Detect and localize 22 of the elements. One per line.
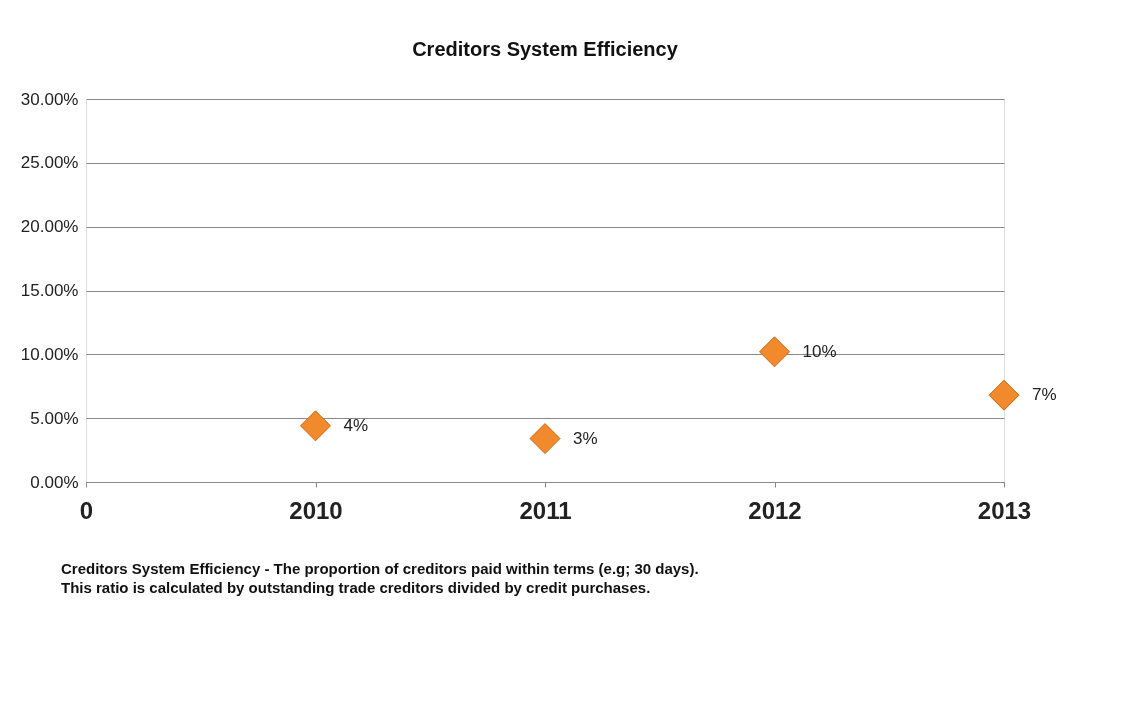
y-tick-label: 30.00% [20, 89, 79, 109]
point [759, 336, 790, 368]
point [988, 379, 1020, 411]
y-tick-label: 10.00% [20, 344, 79, 364]
y-tick-label: 25.00% [20, 153, 79, 173]
point [300, 410, 331, 442]
data-label: 4% [343, 415, 369, 435]
x-tick-label: 0 [79, 496, 94, 524]
point [529, 423, 561, 455]
text: Creditors System Efficiency - The proportion of creditors paid within terms (e.g; 30 days). This ratio is calculated by outstanding trade creditors divided by credit purchases. [61, 560, 699, 596]
y-tick-label: 0.00% [30, 472, 79, 492]
y-tick-label: 5.00% [30, 408, 79, 428]
y-tick-label: 20.00% [20, 217, 79, 237]
chart-title: Creditors System Efficiency [412, 38, 679, 60]
data-label: 10% [802, 341, 837, 361]
y-tick-label: 15.00% [20, 281, 79, 300]
data-label: 7% [1032, 385, 1057, 405]
x-tick-label: 2013 [977, 496, 1032, 524]
x-tick-label: 2010 [289, 496, 343, 524]
x-tick-label: 2011 [519, 496, 572, 524]
data-label: 3% [573, 428, 598, 448]
x-tick-label: 2012 [748, 496, 802, 524]
